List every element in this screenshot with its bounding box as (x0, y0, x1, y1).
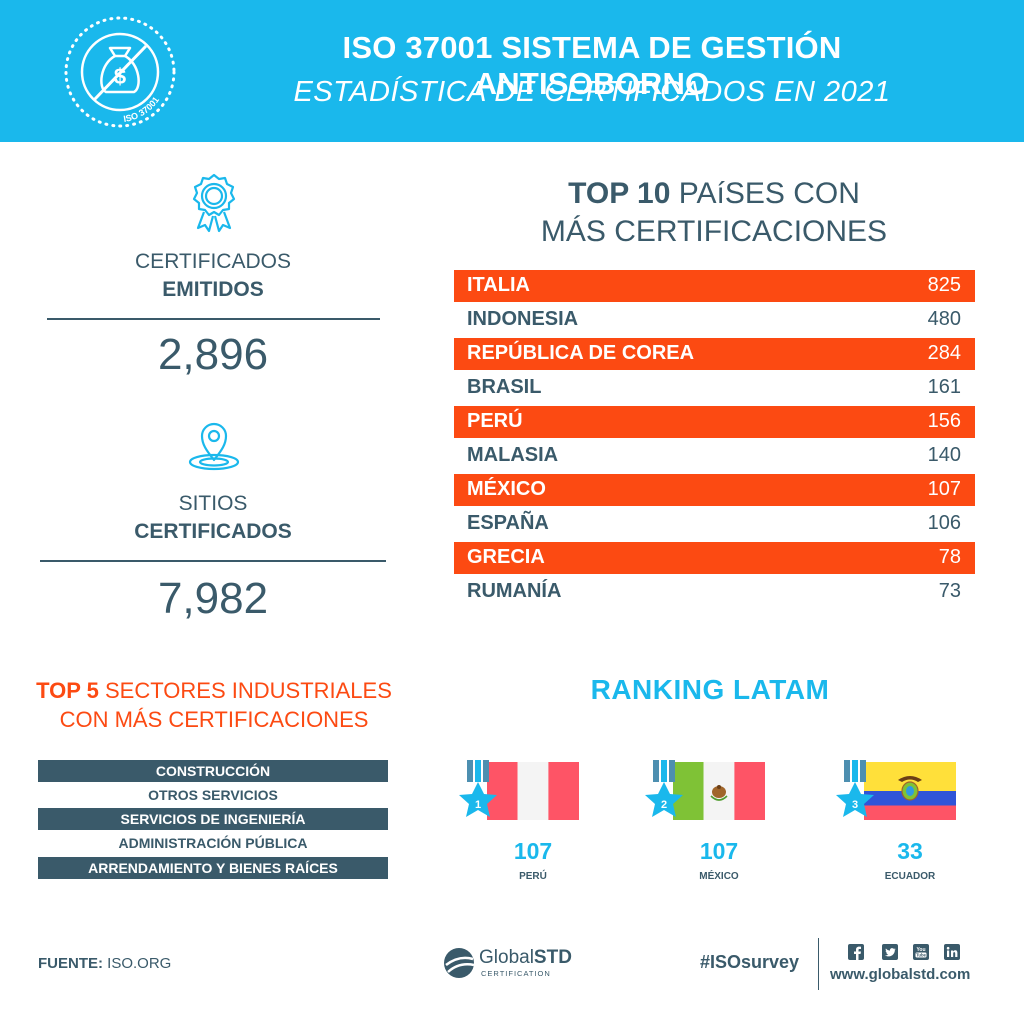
facebook-icon[interactable] (848, 944, 864, 960)
svg-text:You: You (916, 947, 925, 953)
youtube-icon[interactable]: You Tube (913, 944, 929, 960)
hashtag: #ISOsurvey (700, 952, 800, 972)
table-row: REPÚBLICA DE COREA 284 (454, 338, 975, 370)
table-row: MÉXICO 107 (454, 474, 975, 506)
linkedin-icon[interactable] (944, 944, 960, 960)
top10-title: TOP 10 PAíSES CON MÁS CERTIFICACIONES (540, 177, 888, 248)
page-title: ISO 37001 SISTEMA DE GESTIÓN ANTISOBORNO (342, 30, 842, 101)
location-pin-icon (188, 422, 240, 471)
ranking-title: RANKING LATAM (590, 674, 830, 705)
table-row: RUMANÍA 73 (467, 580, 961, 602)
svg-text:3: 3 (852, 799, 858, 811)
list-item: ARRENDAMIENTO Y BIENES RAÍCES (38, 857, 388, 879)
ranking-value: 107 (699, 838, 739, 864)
medal-star-icon: 2 (645, 760, 683, 817)
ranking-card-ecuador: 3 33 ECUADOR (830, 760, 990, 890)
svg-text:1: 1 (475, 799, 481, 811)
sites-value: 7,982 (157, 574, 269, 623)
table-row: ITALIA 825 (454, 270, 975, 302)
ranking-value: 33 (897, 838, 923, 864)
list-item: ADMINISTRACIÓN PÚBLICA (118, 835, 308, 851)
list-item: OTROS SERVICIOS (148, 787, 278, 803)
page-subtitle: ESTADÍSTICA DE CERTIFICADOS EN 2021 (293, 76, 891, 108)
table-row: BRASIL 161 (467, 376, 961, 398)
ecuador-flag (864, 762, 956, 820)
brand-logo: GlobalSTD CERTIFICATION (443, 945, 593, 985)
divider (47, 318, 380, 320)
ranking-card-peru: 1 107 PERÚ (453, 760, 613, 890)
medal-star-icon: 3 (836, 760, 874, 817)
medal-star-icon: 1 (459, 760, 497, 817)
money-bag-crossed-icon: $ ISO 37001 (64, 16, 176, 128)
certificates-value: 2,896 (157, 330, 269, 379)
list-item: SERVICIOS DE INGENIERÍA (38, 808, 388, 830)
divider (818, 938, 819, 990)
svg-text:2: 2 (661, 799, 667, 811)
mexico-flag (673, 762, 765, 820)
website-link[interactable]: www.globalstd.com (830, 966, 971, 983)
list-item: CONSTRUCCIÓN (38, 760, 388, 782)
globe-icon (444, 948, 475, 978)
header-banner: $ ISO 37001 ISO 37001 SISTEMA DE GESTIÓN… (0, 0, 1024, 142)
twitter-icon[interactable] (882, 944, 898, 960)
table-row: ESPAÑA 106 (467, 512, 961, 534)
table-row: PERÚ 156 (454, 406, 975, 438)
table-row: GRECIA 78 (454, 542, 975, 574)
sectors-title: TOP 5 SECTORES INDUSTRIALES CON MÁS CERT… (36, 678, 392, 732)
certificates-label: CERTIFICADOS EMITIDOS (135, 250, 291, 301)
ranking-country: MÉXICO (699, 871, 739, 882)
ranking-value: 107 (513, 838, 553, 864)
divider (40, 560, 386, 562)
ranking-country: PERÚ (519, 871, 547, 882)
table-row: INDONESIA 480 (467, 308, 961, 330)
svg-text:Tube: Tube (916, 953, 926, 958)
ranking-card-mexico: 2 107 MÉXICO (639, 760, 799, 890)
award-ribbon-icon (192, 173, 236, 233)
source-note: FUENTE: ISO.ORG (38, 955, 172, 972)
table-row: MALASIA 140 (467, 444, 961, 466)
peru-flag (487, 762, 579, 820)
sites-label: SITIOS CERTIFICADOS (134, 492, 292, 543)
ranking-country: ECUADOR (884, 871, 936, 882)
